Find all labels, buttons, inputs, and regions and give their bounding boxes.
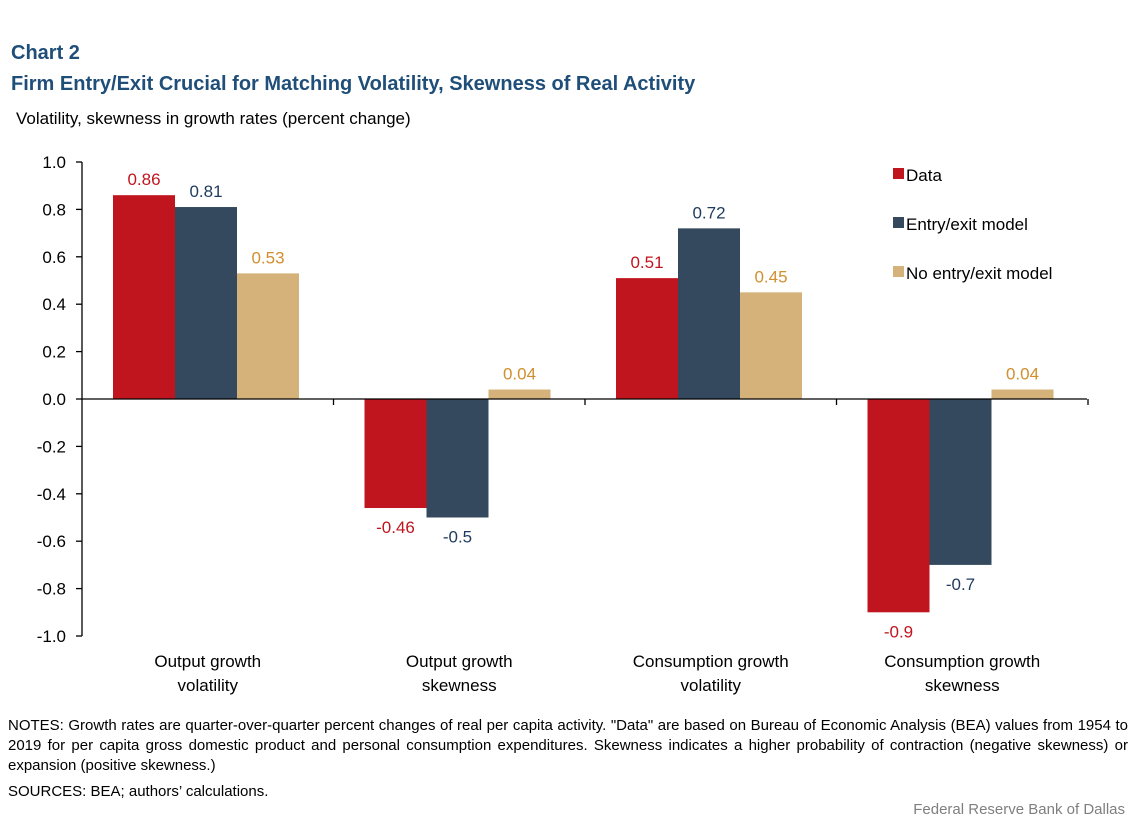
bar-3-3	[740, 292, 802, 399]
legend-label: No entry/exit model	[906, 264, 1052, 283]
category-label: skewness	[422, 676, 497, 695]
data-label: -0.46	[376, 518, 415, 537]
category-label: Output growth	[154, 652, 261, 671]
data-label: 0.86	[127, 170, 160, 189]
bar-3-1	[237, 273, 299, 399]
category-label: volatility	[178, 676, 239, 695]
y-tick-label: -0.6	[37, 532, 66, 551]
bar-2-4	[929, 399, 992, 565]
data-label: -0.7	[946, 575, 975, 594]
y-tick-label: -1.0	[37, 627, 66, 646]
y-tick-label: 0.2	[42, 343, 66, 362]
legend-swatch	[893, 168, 904, 179]
bar-1-4	[867, 399, 930, 613]
category-label: Output growth	[406, 652, 513, 671]
credit: Federal Reserve Bank of Dallas	[913, 801, 1125, 818]
chart-title: Firm Entry/Exit Crucial for Matching Vol…	[11, 73, 696, 95]
data-label: 0.81	[189, 182, 222, 201]
legend-swatch	[893, 217, 904, 228]
data-label: 0.45	[754, 267, 787, 286]
y-tick-label: 0.4	[42, 295, 66, 314]
bar-3-2	[488, 389, 551, 399]
legend-label: Data	[906, 166, 942, 185]
bar-2-3	[678, 228, 740, 399]
notes: NOTES: Growth rates are quarter-over-qua…	[8, 717, 1128, 774]
y-tick-label: 0.8	[42, 200, 66, 219]
y-tick-label: 0.6	[42, 248, 66, 267]
category-label: skewness	[925, 676, 1000, 695]
bar-3-4	[991, 389, 1054, 399]
bar-2-1	[175, 207, 237, 399]
data-label: 0.04	[503, 365, 536, 384]
legend-swatch	[893, 266, 904, 277]
data-label: 0.51	[630, 253, 663, 272]
bar-1-2	[364, 399, 427, 509]
category-label: Consumption growth	[884, 652, 1040, 671]
chart-label: Chart 2	[11, 42, 80, 64]
data-label: 0.53	[251, 248, 284, 267]
y-tick-label: -0.2	[37, 437, 66, 456]
data-label: 0.72	[692, 203, 725, 222]
y-tick-label: -0.4	[37, 485, 66, 504]
sources: SOURCES: BEA; authors’ calculations.	[8, 783, 269, 800]
bar-2-2	[426, 399, 489, 518]
category-label: volatility	[681, 676, 742, 695]
bar-1-3	[616, 278, 678, 399]
legend-label: Entry/exit model	[906, 215, 1028, 234]
y-tick-label: 1.0	[42, 153, 66, 172]
chart-subtitle: Volatility, skewness in growth rates (pe…	[16, 109, 411, 128]
data-label: 0.04	[1006, 365, 1039, 384]
category-label: Consumption growth	[633, 652, 789, 671]
data-label: -0.9	[884, 622, 913, 641]
data-label: -0.5	[443, 528, 472, 547]
bar-1-1	[113, 195, 175, 399]
y-tick-label: -0.8	[37, 580, 66, 599]
y-tick-label: 0.0	[42, 390, 66, 409]
